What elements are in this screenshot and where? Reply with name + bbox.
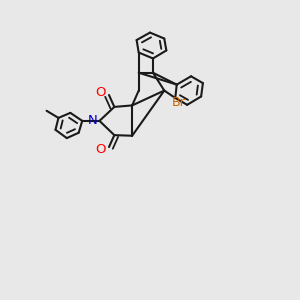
- Text: N: N: [88, 114, 98, 128]
- Text: O: O: [95, 143, 106, 156]
- Text: O: O: [95, 86, 106, 99]
- Text: Br: Br: [172, 96, 185, 109]
